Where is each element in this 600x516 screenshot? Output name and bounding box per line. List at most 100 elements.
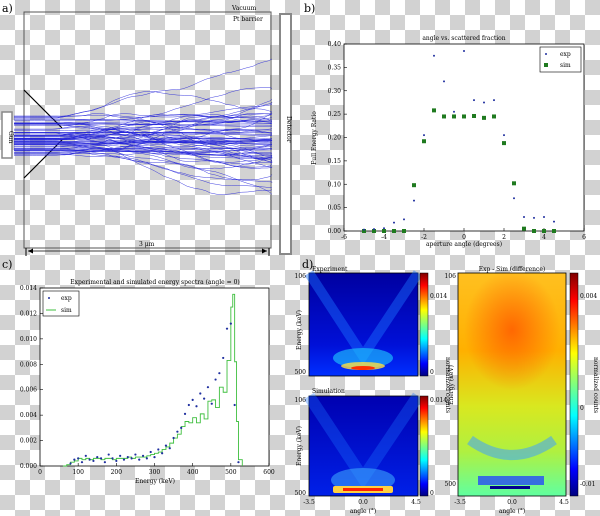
- electron-trajectory: [14, 132, 273, 164]
- chart-c-ytick-label: 0.008: [20, 361, 37, 368]
- panel-label-a: a): [2, 2, 13, 15]
- exp-point: [195, 405, 198, 408]
- chart-c-xtick-label: 400: [187, 469, 199, 476]
- chart-c-xtick-label: 200: [111, 469, 123, 476]
- exp-point: [214, 378, 217, 381]
- electron-trajectory: [14, 126, 273, 141]
- chart-b-xtick-label: 2: [502, 234, 506, 241]
- chart-c-legend: exp sim: [42, 290, 80, 317]
- chart-c-ytick-label: 0.000: [20, 463, 37, 470]
- sim-point: [452, 114, 456, 119]
- chart-b-ytick-label: 0.00: [328, 228, 342, 235]
- exp-point: [423, 134, 425, 137]
- heatmap-experiment-title: Experiment: [312, 266, 348, 273]
- chart-c-xtick-label: 300: [149, 469, 161, 476]
- heatmap-simulation-ytick-top: 106: [295, 397, 307, 404]
- colorbar-experiment-bottom: 0: [430, 369, 434, 376]
- heatmap-difference-title: Exp - Sim (difference): [479, 266, 546, 273]
- electron-trajectory: [14, 91, 273, 117]
- sim-series-line: [62, 293, 243, 467]
- heatmap-simulation-xtick-left: -3.5: [303, 499, 315, 506]
- sim-point: [472, 113, 476, 118]
- exp-point: [99, 457, 103, 460]
- scale-bar: [25, 248, 270, 256]
- exp-point: [157, 448, 160, 451]
- exp-point: [172, 436, 175, 440]
- electron-trajectory: [14, 149, 273, 181]
- chart-b-ytick-label: 0.35: [328, 64, 342, 71]
- sim-point: [552, 229, 556, 233]
- heatmap-experiment-ytick-top: 106: [295, 273, 307, 280]
- panel-d: d) Experiment 106 500 Energy (keV) 0.014…: [295, 258, 599, 515]
- exp-point: [413, 199, 415, 202]
- heatmap-experiment-ytick-bottom: 500: [295, 369, 307, 376]
- chart-c-xtick-label: 100: [72, 469, 84, 476]
- gun-label: Gun: [7, 131, 14, 144]
- panel-label-c: c): [2, 258, 12, 271]
- sim-point: [422, 139, 426, 144]
- exp-point: [134, 453, 137, 456]
- heatmap-simulation-title: Simulation: [312, 388, 345, 395]
- detector-label: Detector: [285, 116, 292, 143]
- chart-c-axes: 0 100 200 300 400 500 600 0.000 0.002 0.004 0.006 0…: [20, 285, 275, 476]
- heatmap-simulation: Simulation 106 500 Energy (keV) -3.5 0.0…: [295, 388, 448, 515]
- exp-point: [203, 397, 206, 400]
- chart-b-ytick-label: 0.30: [328, 88, 342, 95]
- scale-bar-label: 3 μm: [139, 241, 155, 248]
- colorbar-experiment: [419, 272, 429, 377]
- exp-point: [403, 218, 405, 221]
- legend-b-sim: sim: [560, 62, 571, 69]
- chart-c-ytick-label: 0.012: [20, 310, 37, 317]
- exp-point: [199, 392, 202, 395]
- heatmap-experiment-ylabel: Energy (keV): [296, 310, 303, 350]
- exp-point: [119, 454, 122, 457]
- electron-trajectory: [14, 113, 273, 121]
- colorbar-experiment-top: 0.014: [430, 293, 447, 300]
- exp-point: [115, 459, 118, 463]
- electron-trajectory: [14, 138, 273, 145]
- heatmap-simulation-xtick-right: 4.5: [411, 499, 421, 506]
- exp-point: [180, 426, 183, 429]
- exp-point: [88, 458, 91, 461]
- exp-point: [433, 54, 435, 57]
- exp-point: [161, 452, 164, 455]
- chart-c-xtick-label: 600: [263, 469, 275, 476]
- exp-point: [225, 327, 229, 330]
- heatmap-simulation-ylabel: Energy (keV): [296, 426, 303, 466]
- exp-point: [107, 453, 110, 456]
- electron-trajectory: [14, 141, 272, 145]
- exp-point: [145, 457, 148, 460]
- chart-b-axes: -6 -4 -2 0 2 4 6 0.00 0.05 0.10 0.15 0.20 0.25 0.30 0.…: [328, 41, 586, 241]
- heatmap-simulation-xlabel: angle (°): [350, 508, 376, 515]
- chart-b-xtick-label: 6: [582, 234, 586, 241]
- exp-point: [122, 458, 126, 461]
- exp-point: [103, 461, 106, 464]
- chart-c: c) Experimental and simulated energy spe…: [2, 258, 275, 485]
- exp-point: [164, 444, 168, 447]
- sim-point: [362, 229, 366, 233]
- sim-point: [532, 229, 536, 233]
- sim-point: [462, 114, 466, 119]
- electron-trajectory: [14, 122, 273, 145]
- exp-point: [237, 461, 240, 464]
- exp-point: [92, 459, 95, 463]
- electron-trajectory: [14, 132, 273, 161]
- legend-c-sim: sim: [61, 307, 72, 314]
- sim-point: [382, 229, 386, 233]
- colorbar-left-label: normalized counts: [444, 357, 451, 413]
- beam-cone-upper: [23, 89, 63, 129]
- exp-point: [168, 447, 171, 450]
- detector-box: [279, 13, 292, 255]
- exp-point: [493, 99, 495, 102]
- heatmap-experiment: Experiment 106 500 Energy (keV) 0.014 0: [295, 266, 447, 377]
- exp-point: [210, 402, 213, 405]
- chart-b-xtick-label: 0: [462, 234, 466, 241]
- electron-trajectory: [14, 87, 273, 136]
- exp-point: [463, 50, 465, 53]
- exp-point: [483, 101, 485, 104]
- colorbar-simulation-top: 0.014: [430, 397, 447, 404]
- chart-b-ylabel: Full Energy Ratio: [311, 111, 318, 165]
- beam-cone-lower: [23, 139, 63, 179]
- electron-trajectory: [14, 58, 273, 119]
